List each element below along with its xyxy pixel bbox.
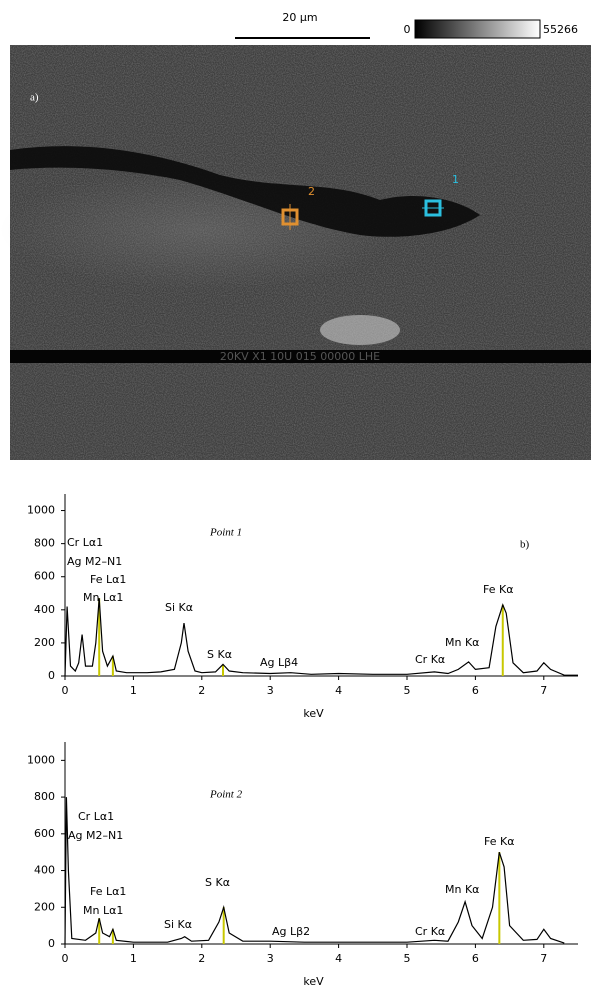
peak-label: Ag Lβ2: [272, 925, 310, 938]
y-tick-label: 600: [34, 570, 55, 583]
peak-label: S Kα: [207, 648, 232, 661]
spectrum-line: [64, 797, 565, 945]
peak-label: Fe Lα1: [90, 573, 126, 586]
x-tick-label: 5: [404, 684, 411, 697]
point-label: 2: [308, 185, 315, 198]
x-axis-label: keV: [303, 975, 324, 988]
x-tick-label: 7: [540, 684, 547, 697]
y-tick-label: 800: [34, 537, 55, 550]
x-axis-label: keV: [303, 707, 324, 720]
y-tick-label: 400: [34, 603, 55, 616]
x-tick-label: 6: [472, 952, 479, 965]
peak-label: Fe Kα: [483, 583, 513, 596]
x-tick-label: 0: [62, 684, 69, 697]
x-tick-label: 4: [335, 684, 342, 697]
y-tick-label: 200: [34, 636, 55, 649]
peak-label: Mn Kα: [445, 636, 479, 649]
peak-label: Fe Lα1: [90, 885, 126, 898]
peak-label: Si Kα: [165, 601, 193, 614]
colorbar-min: 0: [404, 23, 411, 36]
x-tick-label: 6: [472, 684, 479, 697]
x-tick-label: 1: [130, 684, 137, 697]
peak-label: S Kα: [205, 876, 230, 889]
peak-label: Cr Kα: [415, 653, 445, 666]
chart-title: Point 1: [209, 527, 242, 539]
chart-title: Point 2: [209, 789, 243, 801]
x-tick-label: 3: [267, 684, 274, 697]
y-tick-label: 600: [34, 827, 55, 840]
peak-label: Cr Lα1: [78, 810, 114, 823]
peak-label: Ag M2–N1: [67, 555, 122, 568]
panel-label: a): [30, 92, 39, 104]
x-tick-label: 0: [62, 952, 69, 965]
colorbar: [414, 19, 541, 39]
x-tick-label: 7: [540, 952, 547, 965]
y-tick-label: 400: [34, 864, 55, 877]
x-tick-label: 5: [404, 952, 411, 965]
peak-label: Mn Lα1: [83, 591, 123, 604]
point-label: 1: [452, 173, 459, 186]
y-tick-label: 1000: [27, 504, 55, 517]
peak-label: Ag Lβ4: [260, 656, 298, 669]
x-tick-label: 4: [335, 952, 342, 965]
info-bar: 20KV X1 10U 015 00000 LHE: [220, 350, 380, 363]
peak-label: Cr Lα1: [67, 536, 103, 549]
y-tick-label: 200: [34, 900, 55, 913]
peak-label: Ag M2–N1: [68, 829, 123, 842]
x-tick-label: 2: [198, 952, 205, 965]
peak-label: Mn Lα1: [83, 904, 123, 917]
y-tick-label: 0: [48, 937, 55, 950]
y-tick-label: 1000: [27, 753, 55, 766]
peak-label: Si Kα: [164, 918, 192, 931]
x-tick-label: 3: [267, 952, 274, 965]
colorbar-max: 55266: [543, 23, 578, 36]
peak-label: Mn Kα: [445, 883, 479, 896]
x-tick-label: 1: [130, 952, 137, 965]
scale-bar-label: 20 µm: [282, 11, 317, 24]
peak-label: Cr Kα: [415, 925, 445, 938]
spectrum-line: [64, 598, 578, 677]
x-tick-label: 2: [198, 684, 205, 697]
y-tick-label: 800: [34, 790, 55, 803]
panel-label: b): [520, 539, 530, 551]
y-tick-label: 0: [48, 669, 55, 682]
sem-image: 20KV X1 10U 015 00000 LHE a) 1 2: [0, 45, 591, 460]
peak-label: Fe Kα: [484, 835, 514, 848]
